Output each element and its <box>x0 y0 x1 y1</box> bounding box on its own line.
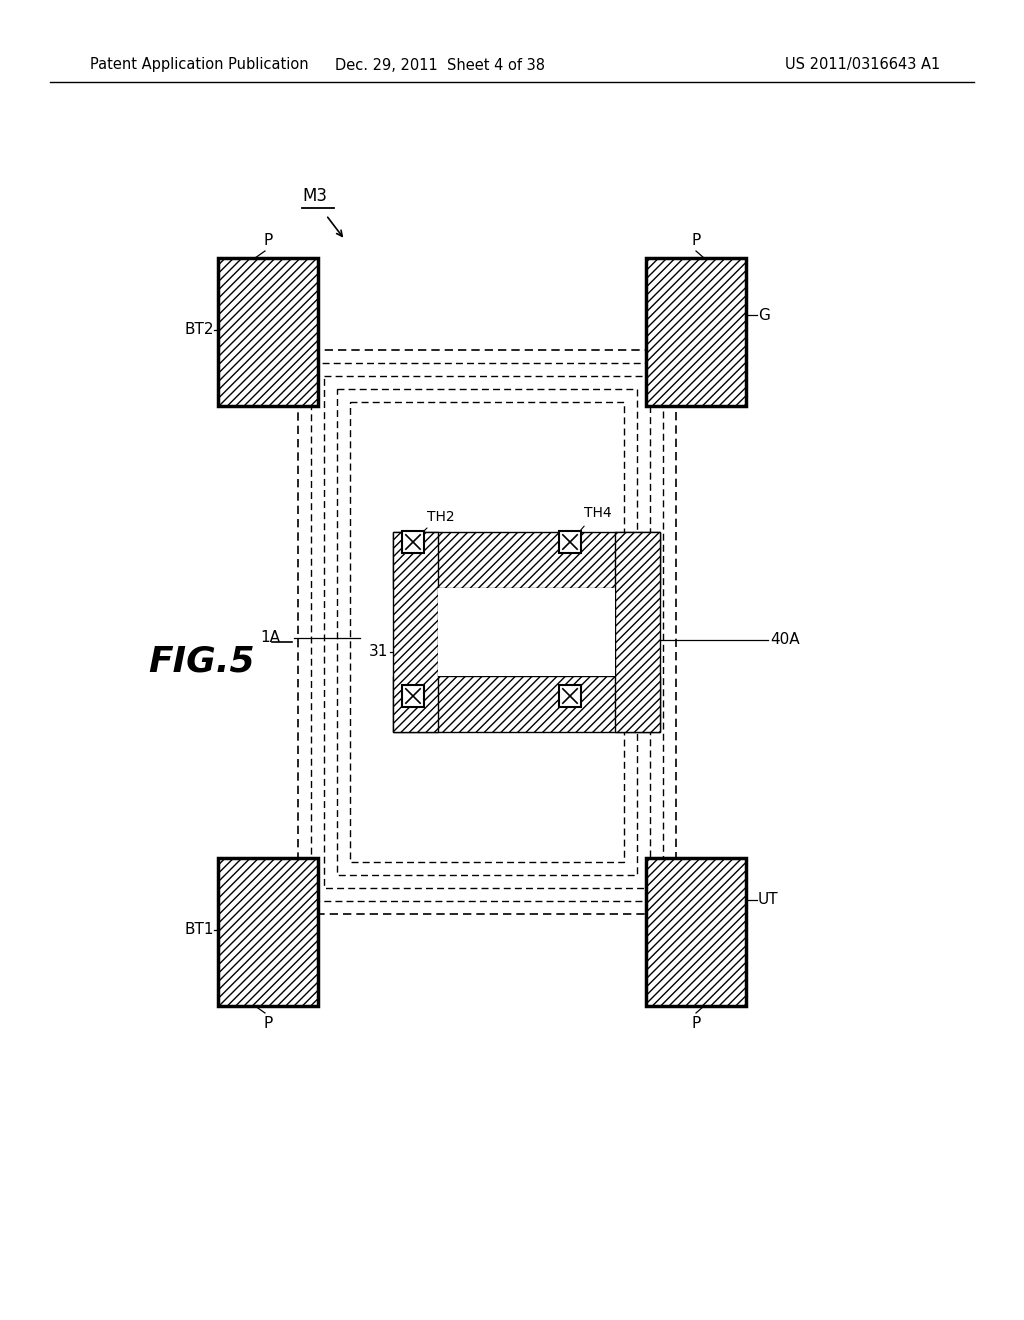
Bar <box>438 587 615 676</box>
Bar <box>646 858 746 1006</box>
Text: P: P <box>691 1016 700 1031</box>
Text: BT2: BT2 <box>184 322 214 338</box>
Bar <box>646 257 746 407</box>
Bar <box>559 531 581 553</box>
Bar <box>393 532 438 733</box>
Text: UT: UT <box>758 892 778 908</box>
Text: Patent Application Publication: Patent Application Publication <box>90 58 308 73</box>
Text: TH3: TH3 <box>584 710 611 723</box>
Text: 40A: 40A <box>770 632 800 648</box>
Text: M3: M3 <box>302 187 327 205</box>
Text: 1A: 1A <box>260 631 280 645</box>
Text: 31: 31 <box>369 644 388 660</box>
Bar <box>218 257 318 407</box>
Text: Dec. 29, 2011  Sheet 4 of 38: Dec. 29, 2011 Sheet 4 of 38 <box>335 58 545 73</box>
Bar <box>393 676 660 733</box>
Bar <box>402 685 424 708</box>
Bar <box>218 858 318 1006</box>
Text: TH4: TH4 <box>584 506 611 520</box>
Bar <box>615 532 660 733</box>
Text: FIG.5: FIG.5 <box>148 645 255 678</box>
Bar <box>402 531 424 553</box>
Bar <box>311 363 663 902</box>
Text: P: P <box>691 234 700 248</box>
Text: P: P <box>263 234 272 248</box>
Text: P: P <box>263 1016 272 1031</box>
Text: US 2011/0316643 A1: US 2011/0316643 A1 <box>784 58 940 73</box>
Bar <box>559 685 581 708</box>
Bar <box>324 376 650 888</box>
Text: G: G <box>758 308 770 322</box>
Text: BT1: BT1 <box>184 923 214 937</box>
Text: TH2: TH2 <box>427 510 455 524</box>
Bar <box>393 532 660 587</box>
Bar <box>350 403 624 862</box>
Bar <box>298 350 676 913</box>
Bar <box>337 389 637 875</box>
Text: TH1: TH1 <box>427 710 455 723</box>
